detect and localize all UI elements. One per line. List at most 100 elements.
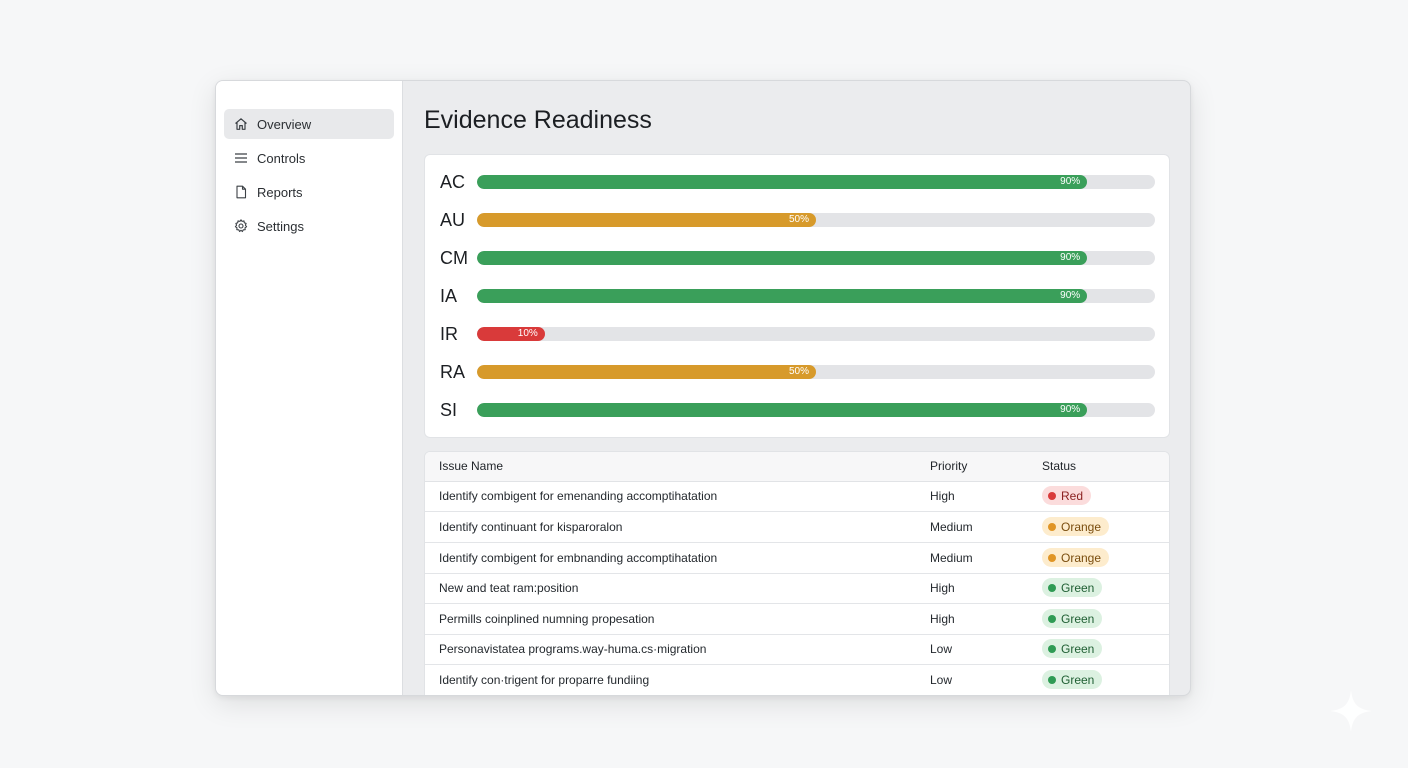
column-header-priority[interactable]: Priority (930, 459, 968, 473)
bar-percent: 90% (1060, 290, 1081, 301)
readiness-row-au: AU 50% (425, 210, 1169, 230)
table-row[interactable]: Identify combigent for embnanding accomp… (425, 543, 1169, 574)
bar-track: 90% (477, 175, 1155, 189)
bar-percent: 90% (1060, 176, 1081, 187)
bar-fill: 10% (477, 327, 545, 341)
status-label: Orange (1061, 550, 1102, 565)
status-label: Green (1061, 611, 1095, 626)
bar-fill: 90% (477, 251, 1088, 265)
bar-percent: 10% (517, 328, 538, 339)
column-header-issue-name[interactable]: Issue Name (439, 459, 504, 473)
sidebar-item-overview[interactable]: Overview (224, 109, 394, 139)
issue-name: New and teat ram:position (439, 581, 579, 595)
sidebar-item-label: Settings (257, 218, 304, 234)
issue-name: Identify continuant for kisparoralon (439, 520, 623, 534)
bar-label: CM (440, 248, 468, 268)
readiness-row-ac: AC 90% (425, 172, 1169, 192)
issues-table: Issue Name Priority Status Identify comb… (424, 451, 1170, 695)
sidebar-item-settings[interactable]: Settings (224, 211, 394, 241)
readiness-row-ra: RA 50% (425, 362, 1169, 382)
issue-name: Identify combigent for embnanding accomp… (439, 551, 718, 565)
bar-label: SI (440, 400, 458, 420)
readiness-chart: AC 90% AU 50% CM 90% (424, 154, 1170, 438)
bar-fill: 90% (477, 175, 1088, 189)
status-badge: Orange (1042, 548, 1110, 567)
status-badge: Green (1042, 670, 1103, 689)
sidebar-item-label: Controls (257, 150, 306, 166)
readiness-row-si: SI 90% (425, 400, 1169, 420)
issue-name: Identify combigent for emenanding accomp… (439, 489, 718, 503)
bar-percent: 90% (1060, 252, 1081, 263)
issue-priority: Medium (930, 520, 973, 534)
bar-label: AU (440, 210, 466, 230)
sparkle-icon (1330, 690, 1372, 732)
sidebar-item-controls[interactable]: Controls (224, 143, 394, 173)
bar-percent: 50% (788, 366, 809, 377)
bar-label: IA (440, 286, 458, 306)
status-badge: Green (1042, 578, 1103, 597)
status-badge: Green (1042, 639, 1103, 658)
readiness-row-ir: IR 10% (425, 324, 1169, 344)
bar-track: 10% (477, 327, 1155, 341)
bar-fill: 90% (477, 289, 1088, 303)
table-row[interactable]: Identify combigent for emenanding accomp… (425, 481, 1169, 512)
readiness-row-ia: IA 90% (425, 286, 1169, 306)
bar-label: IR (440, 324, 458, 344)
bar-label: RA (440, 362, 466, 382)
list-icon (233, 150, 249, 166)
home-icon (233, 116, 249, 132)
status-label: Green (1061, 672, 1095, 687)
issue-priority: High (930, 612, 955, 626)
sidebar: Overview Controls Reports Settings (216, 81, 403, 695)
document-icon (233, 184, 249, 200)
bar-track: 50% (477, 213, 1155, 227)
table-row[interactable]: Identify continuant for kisparoralon Med… (425, 512, 1169, 543)
main-content: Evidence Readiness AC 90% AU 50% (403, 81, 1190, 695)
table-row[interactable]: Permills coinplined numning propesation … (425, 604, 1169, 635)
issue-priority: Low (930, 642, 953, 656)
issue-priority: Medium (930, 551, 973, 565)
issue-name: Identify con·trigent for proparre fundii… (439, 673, 650, 687)
sidebar-item-reports[interactable]: Reports (224, 177, 394, 207)
table-row[interactable]: Identify con·trigent for proparre fundii… (425, 665, 1169, 695)
issue-name: Personavistatea programs.way-huma.cs·mig… (439, 642, 707, 656)
gear-icon (233, 218, 249, 234)
bar-track: 90% (477, 251, 1155, 265)
status-dot-icon (1048, 614, 1056, 623)
table-row[interactable]: Personavistatea programs.way-huma.cs·mig… (425, 634, 1169, 665)
status-dot-icon (1048, 522, 1056, 531)
status-label: Green (1061, 641, 1095, 656)
bar-percent: 90% (1060, 404, 1081, 415)
status-dot-icon (1048, 644, 1056, 653)
sidebar-item-label: Reports (257, 184, 303, 200)
status-label: Red (1061, 488, 1084, 503)
table-header: Issue Name Priority Status (425, 452, 1169, 482)
issue-name: Permills coinplined numning propesation (439, 612, 655, 626)
table-row[interactable]: New and teat ram:position High Green (425, 573, 1169, 604)
issue-priority: High (930, 489, 955, 503)
issue-priority: High (930, 581, 955, 595)
status-badge: Green (1042, 609, 1103, 628)
status-label: Orange (1061, 519, 1102, 534)
bar-label: AC (440, 172, 466, 192)
page-title: Evidence Readiness (424, 106, 652, 134)
status-label: Green (1061, 580, 1095, 595)
issue-priority: Low (930, 673, 953, 687)
bar-track: 90% (477, 403, 1155, 417)
app-window: Overview Controls Reports Settings E (215, 80, 1191, 696)
status-badge: Red (1042, 486, 1092, 505)
bar-percent: 50% (788, 214, 809, 225)
status-dot-icon (1048, 583, 1056, 592)
status-dot-icon (1048, 491, 1056, 500)
sidebar-item-label: Overview (257, 116, 312, 132)
status-dot-icon (1048, 675, 1056, 684)
bar-fill: 90% (477, 403, 1088, 417)
bar-fill: 50% (477, 213, 816, 227)
bar-fill: 50% (477, 365, 816, 379)
status-badge: Orange (1042, 517, 1110, 536)
readiness-row-cm: CM 90% (425, 248, 1169, 268)
column-header-status[interactable]: Status (1042, 459, 1077, 473)
status-dot-icon (1048, 553, 1056, 562)
bar-track: 50% (477, 365, 1155, 379)
bar-track: 90% (477, 289, 1155, 303)
